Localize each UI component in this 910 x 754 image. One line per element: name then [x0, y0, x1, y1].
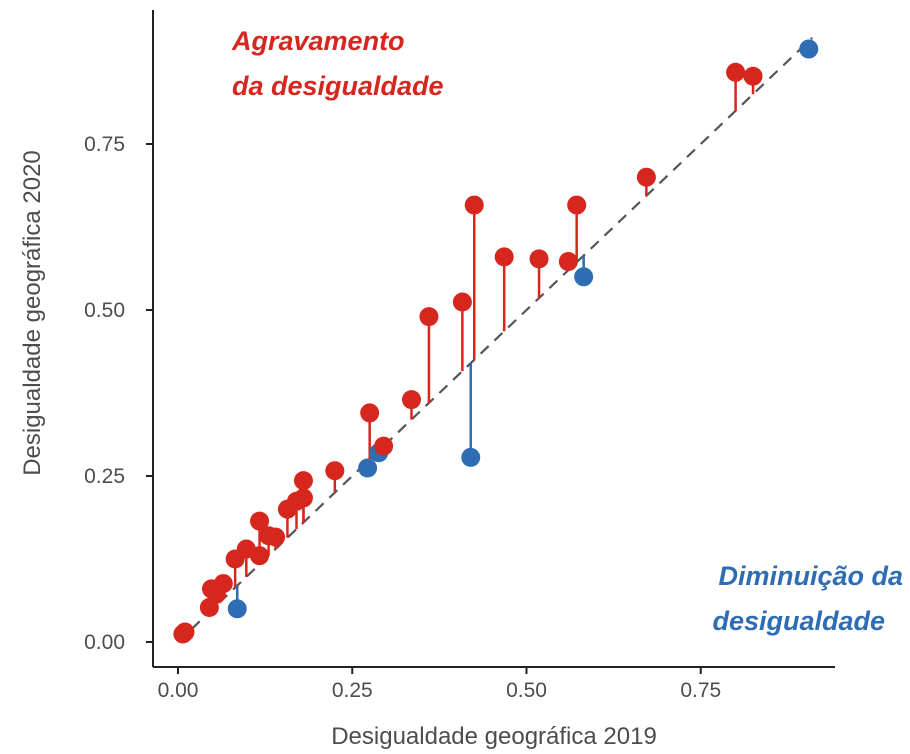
increase-point — [452, 292, 472, 312]
annotation-increase-line2: da desigualdade — [232, 71, 444, 101]
x-axis-title: Desigualdade geográfica 2019 — [331, 723, 657, 750]
increase-point — [558, 252, 578, 272]
annotation-decrease-line2: desigualdade — [712, 606, 885, 636]
increase-point — [401, 390, 421, 410]
annotation-decrease-line1: Diminuição da — [718, 561, 903, 591]
increase-point — [464, 195, 484, 215]
x-tick-label: 0.25 — [332, 679, 373, 702]
decrease-point — [574, 267, 594, 287]
increase-point — [213, 574, 233, 594]
increase-point — [419, 307, 439, 327]
increase-point — [293, 488, 313, 508]
annotation-increase-line1: Agravamento — [231, 26, 405, 56]
increase-point — [325, 461, 345, 481]
y-tick-label: 0.75 — [84, 133, 125, 156]
increase-point — [374, 436, 394, 456]
increase-point — [250, 511, 270, 531]
decrease-point — [227, 599, 247, 619]
decrease-point — [799, 39, 819, 59]
x-tick-label: 0.50 — [506, 679, 547, 702]
decrease-point — [358, 458, 378, 478]
decrease-point — [461, 447, 481, 467]
increase-point — [636, 167, 656, 187]
increase-point — [726, 62, 746, 82]
increase-point — [567, 195, 587, 215]
diagonal-reference-line — [177, 36, 814, 643]
increase-point — [529, 249, 549, 269]
increase-point — [175, 622, 195, 642]
increase-point — [743, 66, 763, 86]
x-tick-label: 0.00 — [158, 679, 199, 702]
y-axis-title: Desigualdade geográfica 2020 — [19, 150, 46, 476]
y-tick-label: 0.25 — [84, 465, 125, 488]
y-tick-label: 0.00 — [84, 631, 125, 654]
increase-point — [360, 403, 380, 423]
increase-point — [266, 527, 286, 547]
y-tick-label: 0.50 — [84, 299, 125, 322]
x-tick-label: 0.75 — [680, 679, 721, 702]
increase-point — [250, 546, 270, 566]
increase-point — [293, 471, 313, 491]
increase-point — [494, 247, 514, 267]
